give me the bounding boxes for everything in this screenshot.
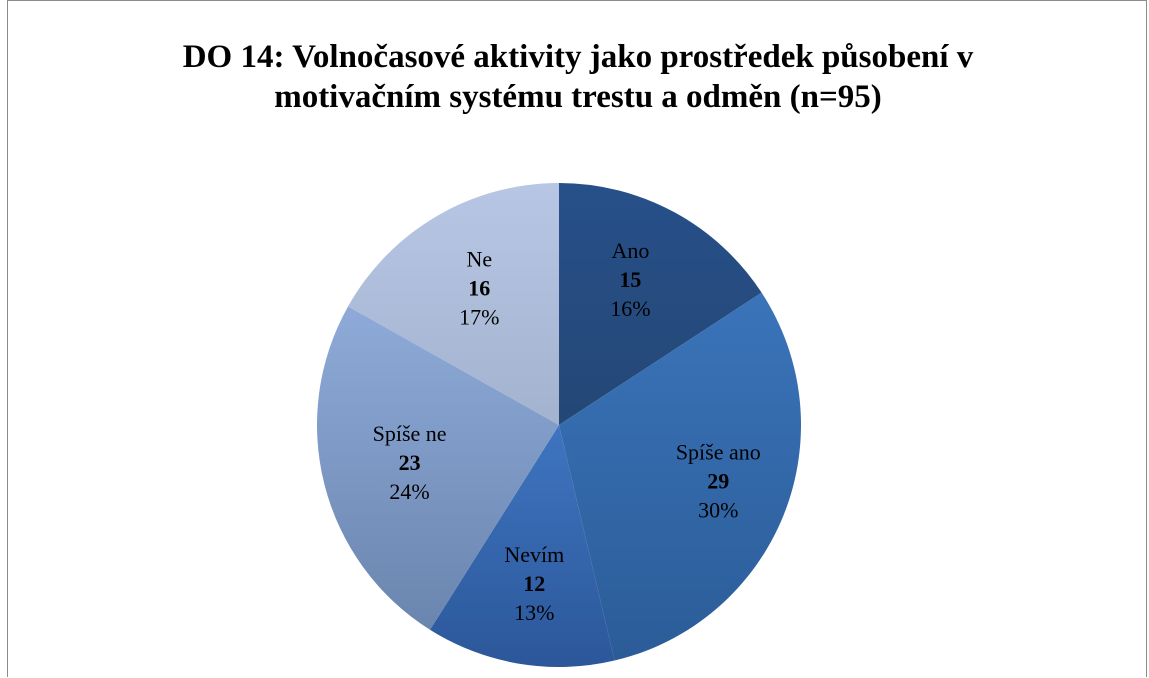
pie-value-label-sp-e-ne: 23 <box>399 450 421 475</box>
pie-slice-ne <box>348 183 559 425</box>
chart-title-line-1: DO 14: Volnočasové aktivity jako prostře… <box>182 39 974 75</box>
pie-category-label-sp-e-ne: Spíše ne <box>373 421 447 446</box>
pie-value-label-sp-e-ano: 29 <box>707 469 729 494</box>
pie-slice-nev-m <box>430 425 615 668</box>
chart-title: DO 14: Volnočasové aktivity jako prostře… <box>8 37 1148 117</box>
pie-percent-label-sp-e-ne: 24% <box>389 479 429 504</box>
pie-value-label-ano: 15 <box>619 267 641 292</box>
pie-category-label-ano: Ano <box>611 238 649 263</box>
pie-category-label-sp-e-ano: Spíše ano <box>676 440 761 465</box>
pie-percent-label-nev-m: 13% <box>514 600 554 625</box>
pie-category-label-nev-m: Nevím <box>504 542 564 567</box>
pie-percent-label-ano: 16% <box>610 296 650 321</box>
pie-value-label-nev-m: 12 <box>523 571 545 596</box>
pie-slice-sp-e-ne <box>316 306 559 630</box>
pie-slice-sp-e-ano <box>559 292 801 661</box>
pie-data-labels: Ano 15 16% Spíše ano 29 30% Nevím 12 13% Spíše ne… <box>373 238 761 625</box>
pie-percent-label-sp-e-ano: 30% <box>698 498 738 523</box>
chart-title-line-2: motivačním systému trestu a odměn (n=95) <box>274 79 882 115</box>
pie-percent-label-ne: 17% <box>459 305 499 330</box>
pie-slice-ano <box>559 183 762 425</box>
pie-chart: Ano 15 16% Spíše ano 29 30% Nevím 12 13% Spíše ne… <box>316 183 801 668</box>
chart-area: DO 14: Volnočasové aktivity jako prostře… <box>7 0 1147 677</box>
pie-value-label-ne: 16 <box>468 276 490 301</box>
pie-slices <box>316 183 801 668</box>
pie-category-label-ne: Ne <box>466 247 492 272</box>
